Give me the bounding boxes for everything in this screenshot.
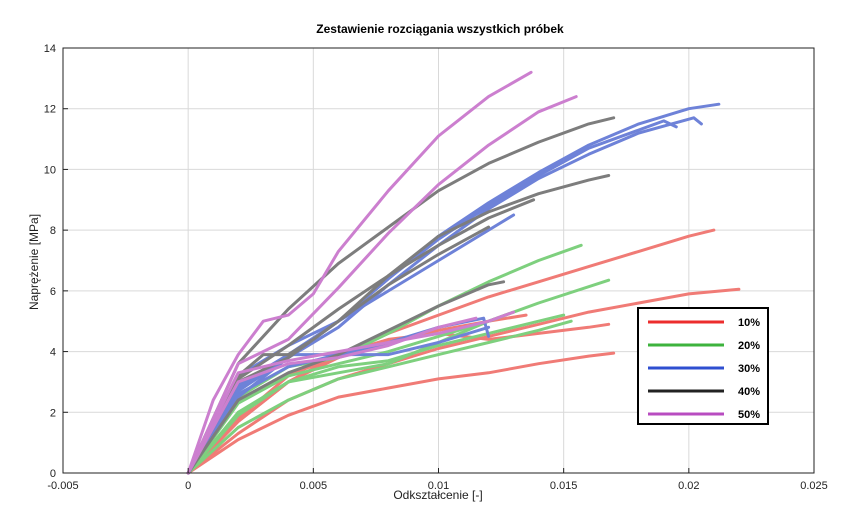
x-tick-label: 0.015: [550, 480, 578, 492]
x-tick-label: 0.02: [678, 480, 699, 492]
legend: 10% 20% 30% 40% 50%: [637, 307, 769, 425]
x-axis-ticks: -0.005 0 0.005 0.01 0.015 0.02 0.025: [47, 468, 828, 492]
y-axis-ticks: 0 2 4 6 8 10 12 14: [44, 43, 68, 480]
legend-label-50pct: 50%: [738, 409, 760, 421]
x-tick-label: 0.01: [428, 480, 449, 492]
series-line-20pct-8: [186, 313, 566, 475]
series-line-10pct-2: [186, 351, 616, 475]
legend-label-20pct: 20%: [738, 340, 760, 352]
x-tick-label: 0.005: [300, 480, 328, 492]
legend-label-30pct: 30%: [738, 363, 760, 375]
chart-title: Zestawienie rozciągania wszystkich próbe…: [316, 22, 564, 36]
x-tick-label: 0.025: [800, 480, 828, 492]
legend-label-40pct: 40%: [738, 386, 760, 398]
y-tick-label: 0: [50, 468, 56, 480]
series-line-40pct-17: [186, 174, 611, 475]
legend-box: [637, 307, 769, 425]
x-axis-label: Odkształcenie [-]: [393, 488, 482, 502]
y-tick-label: 4: [50, 347, 56, 359]
series-line-50pct-23: [186, 310, 516, 475]
series-layer: [186, 70, 741, 475]
y-axis-label: Naprężenie [MPa]: [27, 214, 41, 310]
y-tick-label: 10: [44, 164, 56, 176]
series-line-50pct-22: [186, 95, 578, 475]
y-tick-label: 14: [44, 43, 56, 55]
y-tick-label: 6: [50, 286, 56, 298]
series-line-40pct-20: [186, 225, 491, 475]
x-tick-label: 0: [185, 480, 191, 492]
series-line-50pct-24: [186, 316, 478, 475]
legend-label-10pct: 10%: [738, 317, 760, 329]
x-tick-label: -0.005: [47, 480, 78, 492]
series-line-20pct-6: [186, 278, 611, 475]
y-tick-label: 8: [50, 225, 56, 237]
series-line-40pct-18: [186, 198, 536, 475]
y-tick-label: 12: [44, 104, 56, 116]
series-line-40pct-19: [186, 280, 506, 475]
series-line-50pct-21: [186, 70, 533, 475]
series-line-20pct-5: [186, 243, 583, 475]
y-tick-label: 2: [50, 407, 56, 419]
series-line-20pct-7: [186, 319, 573, 475]
